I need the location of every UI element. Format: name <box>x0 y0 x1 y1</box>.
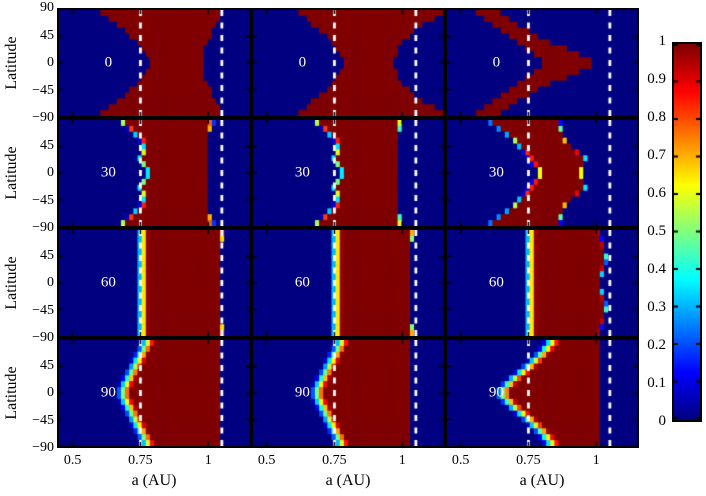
heatmap-canvas-r0c1 <box>253 10 443 116</box>
x-tick-label: 0.5 <box>257 453 276 468</box>
obliquity-label: 0 <box>298 54 307 71</box>
y-tick-label: 0 <box>47 275 54 290</box>
y-axis-title: Latitude <box>3 146 20 200</box>
x-tick-label: 1 <box>398 453 406 468</box>
colorbar-tick-label: 0.9 <box>647 71 666 87</box>
obliquity-label: 30 <box>488 164 504 181</box>
panel-r0c2: 0 <box>445 8 639 118</box>
y-tick-label: −90 <box>32 330 54 345</box>
y-axis-title: Latitude <box>3 366 20 420</box>
x-tick-label: 1 <box>592 453 600 468</box>
obliquity-label: 90 <box>100 384 116 401</box>
y-tick-label: −45 <box>32 412 54 428</box>
obliquity-label: 60 <box>100 274 116 291</box>
panel-r3c0: 90 <box>57 338 251 448</box>
obliquity-label: 90 <box>488 384 504 401</box>
y-tick-label: −90 <box>32 110 54 125</box>
obliquity-label: 60 <box>294 274 310 291</box>
obliquity-label: 0 <box>104 54 113 71</box>
colorbar-tick-label: 0.8 <box>647 109 666 125</box>
panel-r2c0: 60 <box>57 228 251 338</box>
heatmap-canvas-r1c0 <box>59 120 249 226</box>
x-tick-label: 0.75 <box>516 453 541 468</box>
colorbar-tick-label: 0.7 <box>647 147 666 163</box>
y-tick-label: −90 <box>32 440 54 455</box>
panel-r3c1: 90 <box>251 338 445 448</box>
colorbar-gradient <box>674 44 700 420</box>
panel-r3c2: 90 <box>445 338 639 448</box>
panel-r0c1: 0 <box>251 8 445 118</box>
heatmap-canvas-r2c0 <box>59 230 249 336</box>
y-tick-label: 0 <box>47 385 54 400</box>
colorbar-tick-label: 0.4 <box>647 261 666 277</box>
colorbar-tick-label: 0.6 <box>647 185 666 201</box>
panel-r1c1: 30 <box>251 118 445 228</box>
colorbar-tick-label: 1 <box>658 33 667 49</box>
y-axis-title: Latitude <box>3 256 20 310</box>
y-tick-label: 45 <box>40 137 54 153</box>
panel-r2c2: 60 <box>445 228 639 338</box>
y-tick-label: 45 <box>40 27 54 43</box>
obliquity-label: 0 <box>492 54 501 71</box>
y-tick-label: −45 <box>32 82 54 98</box>
heatmap-canvas-r3c2 <box>447 340 637 446</box>
x-tick-label: 0.5 <box>63 453 82 468</box>
panel-r0c0: 0 <box>57 8 251 118</box>
heatmap-canvas-r3c1 <box>253 340 443 446</box>
y-tick-label: 0 <box>47 55 54 70</box>
heatmap-canvas-r1c1 <box>253 120 443 226</box>
y-tick-label: 45 <box>40 247 54 263</box>
y-axis-title: Latitude <box>3 36 20 90</box>
heatmap-canvas-r3c0 <box>59 340 249 446</box>
obliquity-label: 30 <box>294 164 310 181</box>
colorbar-tick-label: 0 <box>658 413 667 429</box>
colorbar-tick-label: 0.3 <box>647 299 666 315</box>
y-tick-label: −45 <box>32 302 54 318</box>
x-tick-label: 0.5 <box>451 453 470 468</box>
obliquity-label: 30 <box>100 164 116 181</box>
heatmap-canvas-r2c2 <box>447 230 637 336</box>
colorbar-tick-label: 0.5 <box>647 223 666 239</box>
x-tick-label: 0.75 <box>128 453 153 468</box>
panel-r1c2: 30 <box>445 118 639 228</box>
heatmap-canvas-r1c2 <box>447 120 637 226</box>
heatmap-canvas-r0c0 <box>59 10 249 116</box>
colorbar <box>672 42 702 422</box>
heatmap-canvas-r0c2 <box>447 10 637 116</box>
x-axis-title: a (AU) <box>131 472 177 489</box>
x-axis-title: a (AU) <box>325 472 371 489</box>
x-axis-title: a (AU) <box>519 472 565 489</box>
y-tick-label: 90 <box>40 0 54 15</box>
panel-r1c0: 30 <box>57 118 251 228</box>
y-tick-label: −45 <box>32 192 54 208</box>
heatmap-canvas-r2c1 <box>253 230 443 336</box>
y-tick-label: −90 <box>32 220 54 235</box>
heatmap-panel-grid: 0 0 0 30 30 30 60 60 60 90 90 90 <box>57 8 639 448</box>
y-tick-label: 45 <box>40 357 54 373</box>
x-tick-label: 0.75 <box>322 453 347 468</box>
colorbar-tick-label: 0.2 <box>647 337 666 353</box>
y-tick-label: 0 <box>47 165 54 180</box>
x-tick-label: 1 <box>204 453 212 468</box>
panel-r2c1: 60 <box>251 228 445 338</box>
obliquity-label: 90 <box>294 384 310 401</box>
colorbar-tick-label: 0.1 <box>647 375 666 391</box>
obliquity-label: 60 <box>488 274 504 291</box>
